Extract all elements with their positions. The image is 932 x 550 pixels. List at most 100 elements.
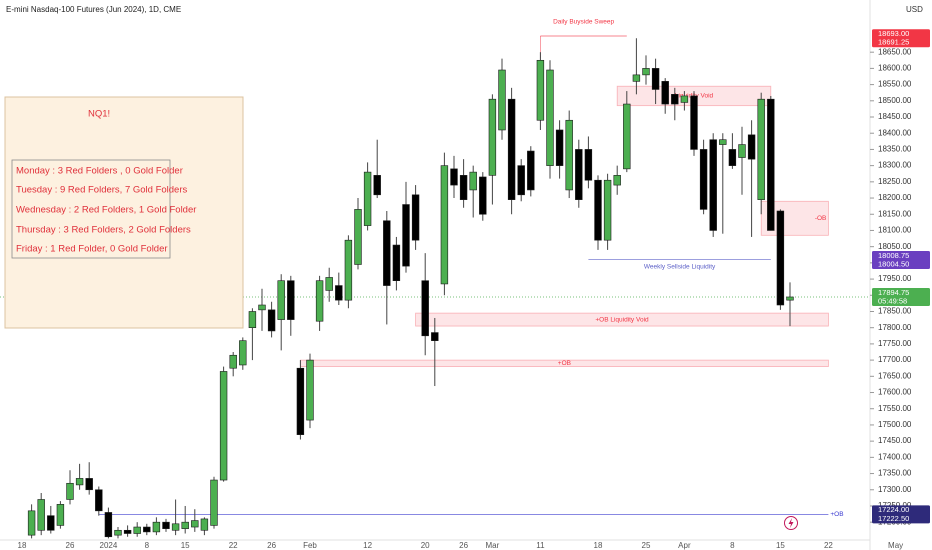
candle-body [584,149,593,181]
candle-body [488,98,497,176]
price-label-sub: 17222.50 [878,514,909,523]
y-tick-label: 17700.00 [878,355,912,364]
candle-body [738,144,746,158]
y-tick-label: 18450.00 [878,112,912,121]
x-tick-label: 18 [18,541,27,550]
candle-body [661,81,669,105]
candle-body [747,134,756,160]
y-tick-label: 17950.00 [878,274,912,283]
x-tick-label: 15 [776,541,785,550]
candle-body [536,59,545,121]
candle-body [757,98,765,200]
candle-body [565,119,573,191]
y-tick-label: 17400.00 [878,452,912,461]
x-tick-label: 8 [145,541,150,550]
x-tick-label: 2024 [100,541,118,550]
candle-body [603,179,612,241]
candle-body [75,478,84,486]
candle-body [719,139,727,145]
candle-body [114,529,122,536]
y-tick-label: 18300.00 [878,161,912,170]
price-label-sub: 05:49:58 [878,296,907,305]
note-line: Thursday : 3 Red Folders, 2 Gold Folders [16,225,191,236]
candle-body [191,520,199,528]
candle-body [66,482,74,500]
candle-body [440,165,449,285]
candle-body [219,371,228,481]
x-tick-label: 22 [824,541,833,550]
y-tick-label: 17550.00 [878,404,912,413]
candle-body [104,512,113,538]
axes: 18650.00 18600.00 18550.00 18500.00 18450.00… [18,29,930,550]
candle-body [651,68,660,90]
x-tick-label: 20 [421,541,430,550]
y-tick-label: 17650.00 [878,371,912,380]
x-tick-label: 25 [642,541,651,550]
candle-body [786,296,794,301]
candle-body [229,354,237,369]
candle-body [373,175,381,196]
candle-body [123,529,132,534]
x-tick-label: Feb [303,541,317,550]
candle-body [632,74,641,82]
y-tick-label: 17500.00 [878,420,912,429]
candle-body [776,210,785,306]
candle-body [623,103,631,170]
x-tick-label: 15 [181,541,190,550]
candle-body [411,194,420,241]
candle-body [613,175,621,186]
y-tick-label: 17850.00 [878,307,912,316]
candle-body [642,68,650,76]
candle-body [95,489,103,512]
candle-body [306,359,314,421]
y-tick-label: 18400.00 [878,128,912,137]
candle-body [421,280,429,337]
candle-body [498,69,506,131]
candle-body [277,280,285,320]
note-line: Monday : 3 Red Folders , 0 Gold Folder [16,166,183,177]
candle-body [315,280,324,322]
candle-body [85,478,93,491]
candle-body [162,521,170,529]
x-tick-label: 26 [66,541,75,550]
candle-body [680,95,689,103]
candle-body [210,479,218,526]
candle-body [27,510,36,536]
currency: USD [906,5,923,14]
candle-body [287,280,295,320]
candle-body [239,340,247,366]
candle-body [383,220,391,286]
price-label-box [872,505,930,524]
price-label: 17894.75 [878,288,909,297]
candle-body [546,69,554,166]
note-title: NQ1! [88,109,110,120]
plot-area: Daily Buyside SweepLiquidity Void-OBWeek… [0,19,870,539]
y-tick-label: 18100.00 [878,226,912,235]
y-tick-label: 18350.00 [878,145,912,154]
x-tick-label: 12 [363,541,372,550]
zone-label: Weekly Sellside Liquidity [644,263,716,270]
y-tick-label: 17750.00 [878,339,912,348]
price-label: 18008.75 [878,251,909,260]
x-tick-label: Mar [486,541,500,550]
zone-label: Daily Buyside Sweep [553,19,614,26]
candle-body [335,285,343,301]
note-line: Wednesday : 2 Red Folders, 1 Gold Folder [16,205,196,216]
price-label-sub: 18691.25 [878,38,909,47]
price-label-box [872,287,930,306]
candle-body [181,521,189,529]
candle-body [267,309,276,332]
candle-body [47,515,55,531]
y-tick-label: 18250.00 [878,177,912,186]
y-tick-label: 18600.00 [878,64,912,73]
alert-icon[interactable] [784,516,798,530]
candle-body [690,95,698,150]
y-tick-label: 18650.00 [878,47,912,56]
candle-body [56,504,65,526]
x-tick-label: 18 [594,541,603,550]
candle-body [37,499,45,531]
zone-label: -OB [815,215,827,222]
candle-body [392,244,401,281]
zone-label: +OB [558,360,571,367]
candle-body [200,518,209,531]
